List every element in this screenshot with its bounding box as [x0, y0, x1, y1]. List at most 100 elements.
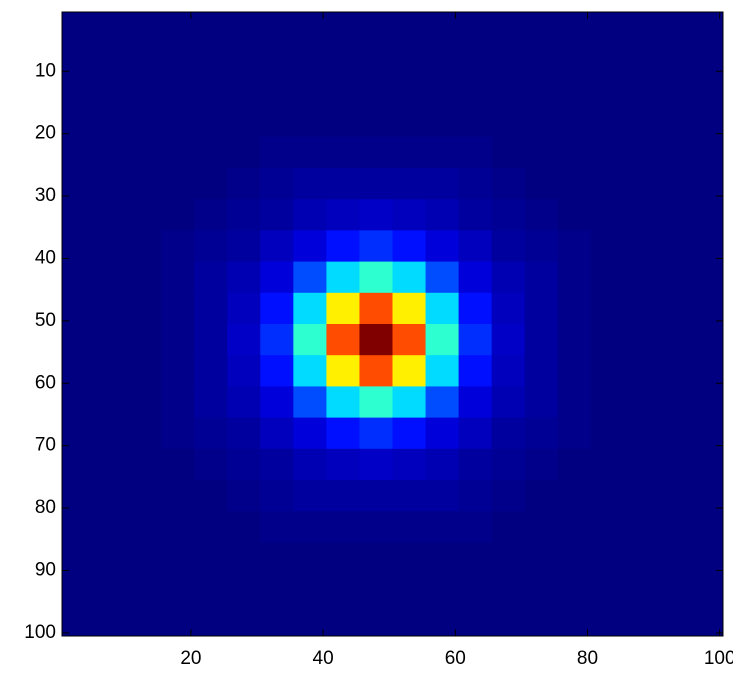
- heatmap-cell: [425, 511, 460, 543]
- heatmap-cell: [194, 74, 228, 107]
- heatmap-cell: [359, 542, 393, 575]
- heatmap-cell: [260, 261, 294, 294]
- heatmap-cell: [590, 168, 625, 200]
- heatmap-cell: [293, 480, 327, 512]
- heatmap-cell: [557, 168, 592, 200]
- heatmap-cell: [293, 573, 327, 606]
- heatmap-cell: [491, 386, 526, 419]
- heatmap-cell: [491, 292, 526, 325]
- heatmap-cell: [62, 168, 96, 200]
- heatmap-cell: [62, 74, 96, 107]
- heatmap-cell: [62, 261, 96, 294]
- heatmap-cell: [194, 355, 228, 387]
- heatmap-cell: [128, 136, 162, 169]
- heatmap-cell: [95, 199, 129, 231]
- heatmap-cell: [326, 105, 360, 138]
- heatmap-cell: [656, 136, 691, 169]
- y-tick-label: 90: [35, 559, 56, 580]
- heatmap-cell: [392, 511, 427, 543]
- heatmap-cell: [293, 230, 327, 263]
- heatmap-cell: [656, 74, 691, 107]
- heatmap-cell: [95, 12, 129, 44]
- heatmap-cell: [458, 136, 493, 169]
- heatmap-cell: [194, 168, 228, 200]
- heatmap-cell: [95, 448, 129, 481]
- heatmap-cell: [491, 105, 526, 138]
- heatmap-cell: [161, 573, 195, 606]
- heatmap-cell: [128, 324, 162, 356]
- heatmap-cell: [128, 230, 162, 263]
- heatmap-cell: [326, 74, 360, 107]
- y-tick-label: 20: [35, 123, 56, 144]
- heatmap-cell: [590, 261, 625, 294]
- heatmap-cell: [161, 480, 195, 512]
- heatmap-cell: [425, 199, 460, 231]
- heatmap-cell: [359, 43, 393, 75]
- heatmap-cell: [425, 12, 460, 44]
- heatmap-cell: [95, 230, 129, 263]
- heatmap-cell: [359, 292, 393, 325]
- heatmap-cell: [194, 417, 228, 450]
- heatmap-cell: [458, 292, 493, 325]
- heatmap-cell: [128, 511, 162, 543]
- heatmap-cell: [359, 261, 393, 294]
- heatmap-cell: [260, 136, 294, 169]
- heatmap-cell: [95, 261, 129, 294]
- heatmap-cell: [425, 386, 460, 419]
- heatmap-cell: [557, 573, 592, 606]
- heatmap-cell: [95, 417, 129, 450]
- heatmap-cell: [689, 355, 724, 387]
- heatmap-cell: [62, 105, 96, 138]
- heatmap-cell: [260, 74, 294, 107]
- heatmap-cell: [524, 199, 559, 231]
- heatmap-cell: [425, 292, 460, 325]
- heatmap-cell: [227, 480, 261, 512]
- heatmap-cell: [392, 292, 427, 325]
- heatmap-cell: [458, 417, 493, 450]
- heatmap-cell: [128, 12, 162, 44]
- heatmap-cell: [623, 542, 658, 575]
- heatmap-cell: [359, 480, 393, 512]
- heatmap-cell: [689, 417, 724, 450]
- heatmap-cell: [194, 199, 228, 231]
- heatmap-cell: [557, 105, 592, 138]
- heatmap-cell: [623, 74, 658, 107]
- heatmap-cell: [392, 230, 427, 263]
- heatmap-cell: [227, 573, 261, 606]
- heatmap-cell: [656, 573, 691, 606]
- heatmap-cell: [557, 355, 592, 387]
- heatmap-cell: [260, 386, 294, 419]
- heatmap-cell: [689, 604, 724, 637]
- heatmap-cell: [491, 324, 526, 356]
- heatmap-cell: [293, 386, 327, 419]
- heatmap-cell: [689, 261, 724, 294]
- heatmap-cell: [689, 168, 724, 200]
- heatmap-cell: [623, 136, 658, 169]
- heatmap-cell: [359, 355, 393, 387]
- heatmap-cell: [260, 199, 294, 231]
- heatmap-cell: [95, 105, 129, 138]
- heatmap-cell: [425, 355, 460, 387]
- heatmap-cell: [260, 292, 294, 325]
- heatmap-cell: [128, 542, 162, 575]
- heatmap-cell: [656, 199, 691, 231]
- heatmap-cell: [260, 511, 294, 543]
- heatmap-cell: [260, 448, 294, 481]
- heatmap-cell: [260, 573, 294, 606]
- heatmap-cell: [623, 386, 658, 419]
- axes-box: [61, 11, 724, 637]
- heatmap-cell: [689, 573, 724, 606]
- heatmap-cell: [656, 324, 691, 356]
- heatmap-cell: [128, 604, 162, 637]
- heatmap-cell: [128, 43, 162, 75]
- heatmap-cell: [194, 448, 228, 481]
- heatmap-cell: [458, 43, 493, 75]
- heatmap-cell: [557, 511, 592, 543]
- heatmap-cell: [293, 261, 327, 294]
- heatmap-cell: [458, 324, 493, 356]
- heatmap-cell: [359, 199, 393, 231]
- heatmap-cell: [194, 261, 228, 294]
- heatmap-cell: [194, 542, 228, 575]
- heatmap-cell: [392, 74, 427, 107]
